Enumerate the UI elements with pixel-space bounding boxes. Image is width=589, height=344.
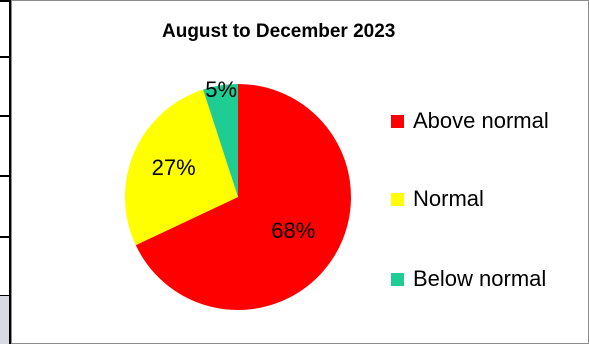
legend-label-above-normal: Above normal (413, 108, 549, 133)
legend-label-below-normal: Below normal (413, 266, 547, 291)
chart-title: August to December 2023 (162, 21, 396, 42)
slice-label-below-normal: 5% (205, 77, 237, 102)
slice-label-above-normal: 68% (271, 218, 315, 243)
legend-item-normal: Normal (391, 186, 484, 212)
pie-chart: 68% 27% 5% (124, 77, 351, 310)
legend-item-above-normal: Above normal (391, 108, 549, 134)
pie-slice-normal (124, 89, 238, 246)
legend-item-below-normal: Below normal (391, 266, 546, 292)
slice-label-normal: 27% (152, 155, 196, 180)
legend-label-normal: Normal (413, 186, 484, 211)
adjacent-table-edge (0, 0, 11, 344)
pie-slice-below-normal (203, 84, 238, 197)
legend-swatch-above-normal (391, 114, 404, 128)
chart-area: August to December 2023 68% 27% 5% Above n… (11, 0, 589, 344)
legend-swatch-normal (391, 192, 404, 206)
pie-slice-above-normal (135, 84, 351, 310)
legend-swatch-below-normal (391, 272, 404, 286)
